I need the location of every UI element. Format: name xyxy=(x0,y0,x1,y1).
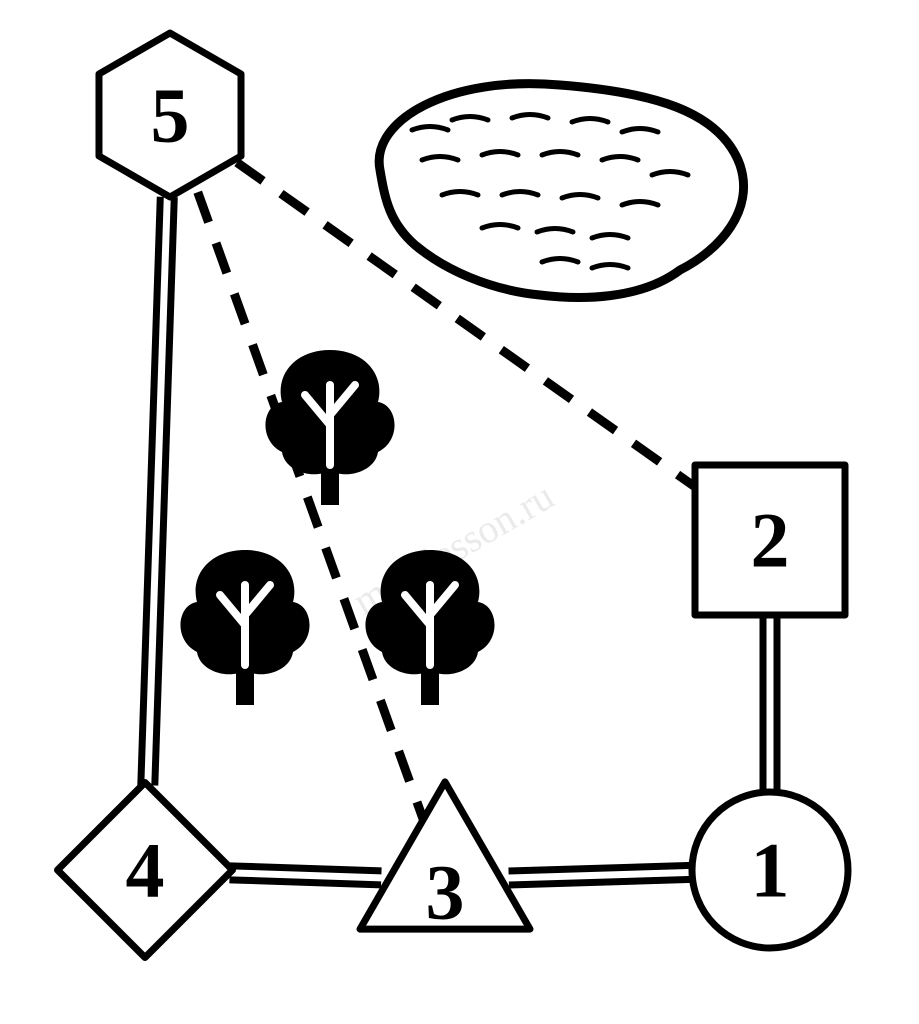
node-label-3: 3 xyxy=(426,848,465,935)
node-3: 3 xyxy=(360,782,530,936)
node-4: 4 xyxy=(58,783,233,958)
tree-icon xyxy=(265,350,394,505)
edge-5-3 xyxy=(198,192,424,820)
node-label-1: 1 xyxy=(751,827,790,914)
node-5: 5 xyxy=(99,33,241,197)
node-label-5: 5 xyxy=(151,72,190,159)
node-label-4: 4 xyxy=(126,827,165,914)
node-2: 2 xyxy=(695,465,845,615)
node-label-2: 2 xyxy=(751,497,790,584)
graph-diagram: 12345 mathlesson.ru xyxy=(0,0,919,1024)
edge-3-1 xyxy=(509,865,693,885)
edge-4-3 xyxy=(229,866,381,885)
lake-icon xyxy=(379,84,743,298)
edge-1-2 xyxy=(763,615,777,792)
tree-icon xyxy=(180,550,309,705)
edge-5-4 xyxy=(141,197,174,786)
node-1: 1 xyxy=(692,792,848,948)
